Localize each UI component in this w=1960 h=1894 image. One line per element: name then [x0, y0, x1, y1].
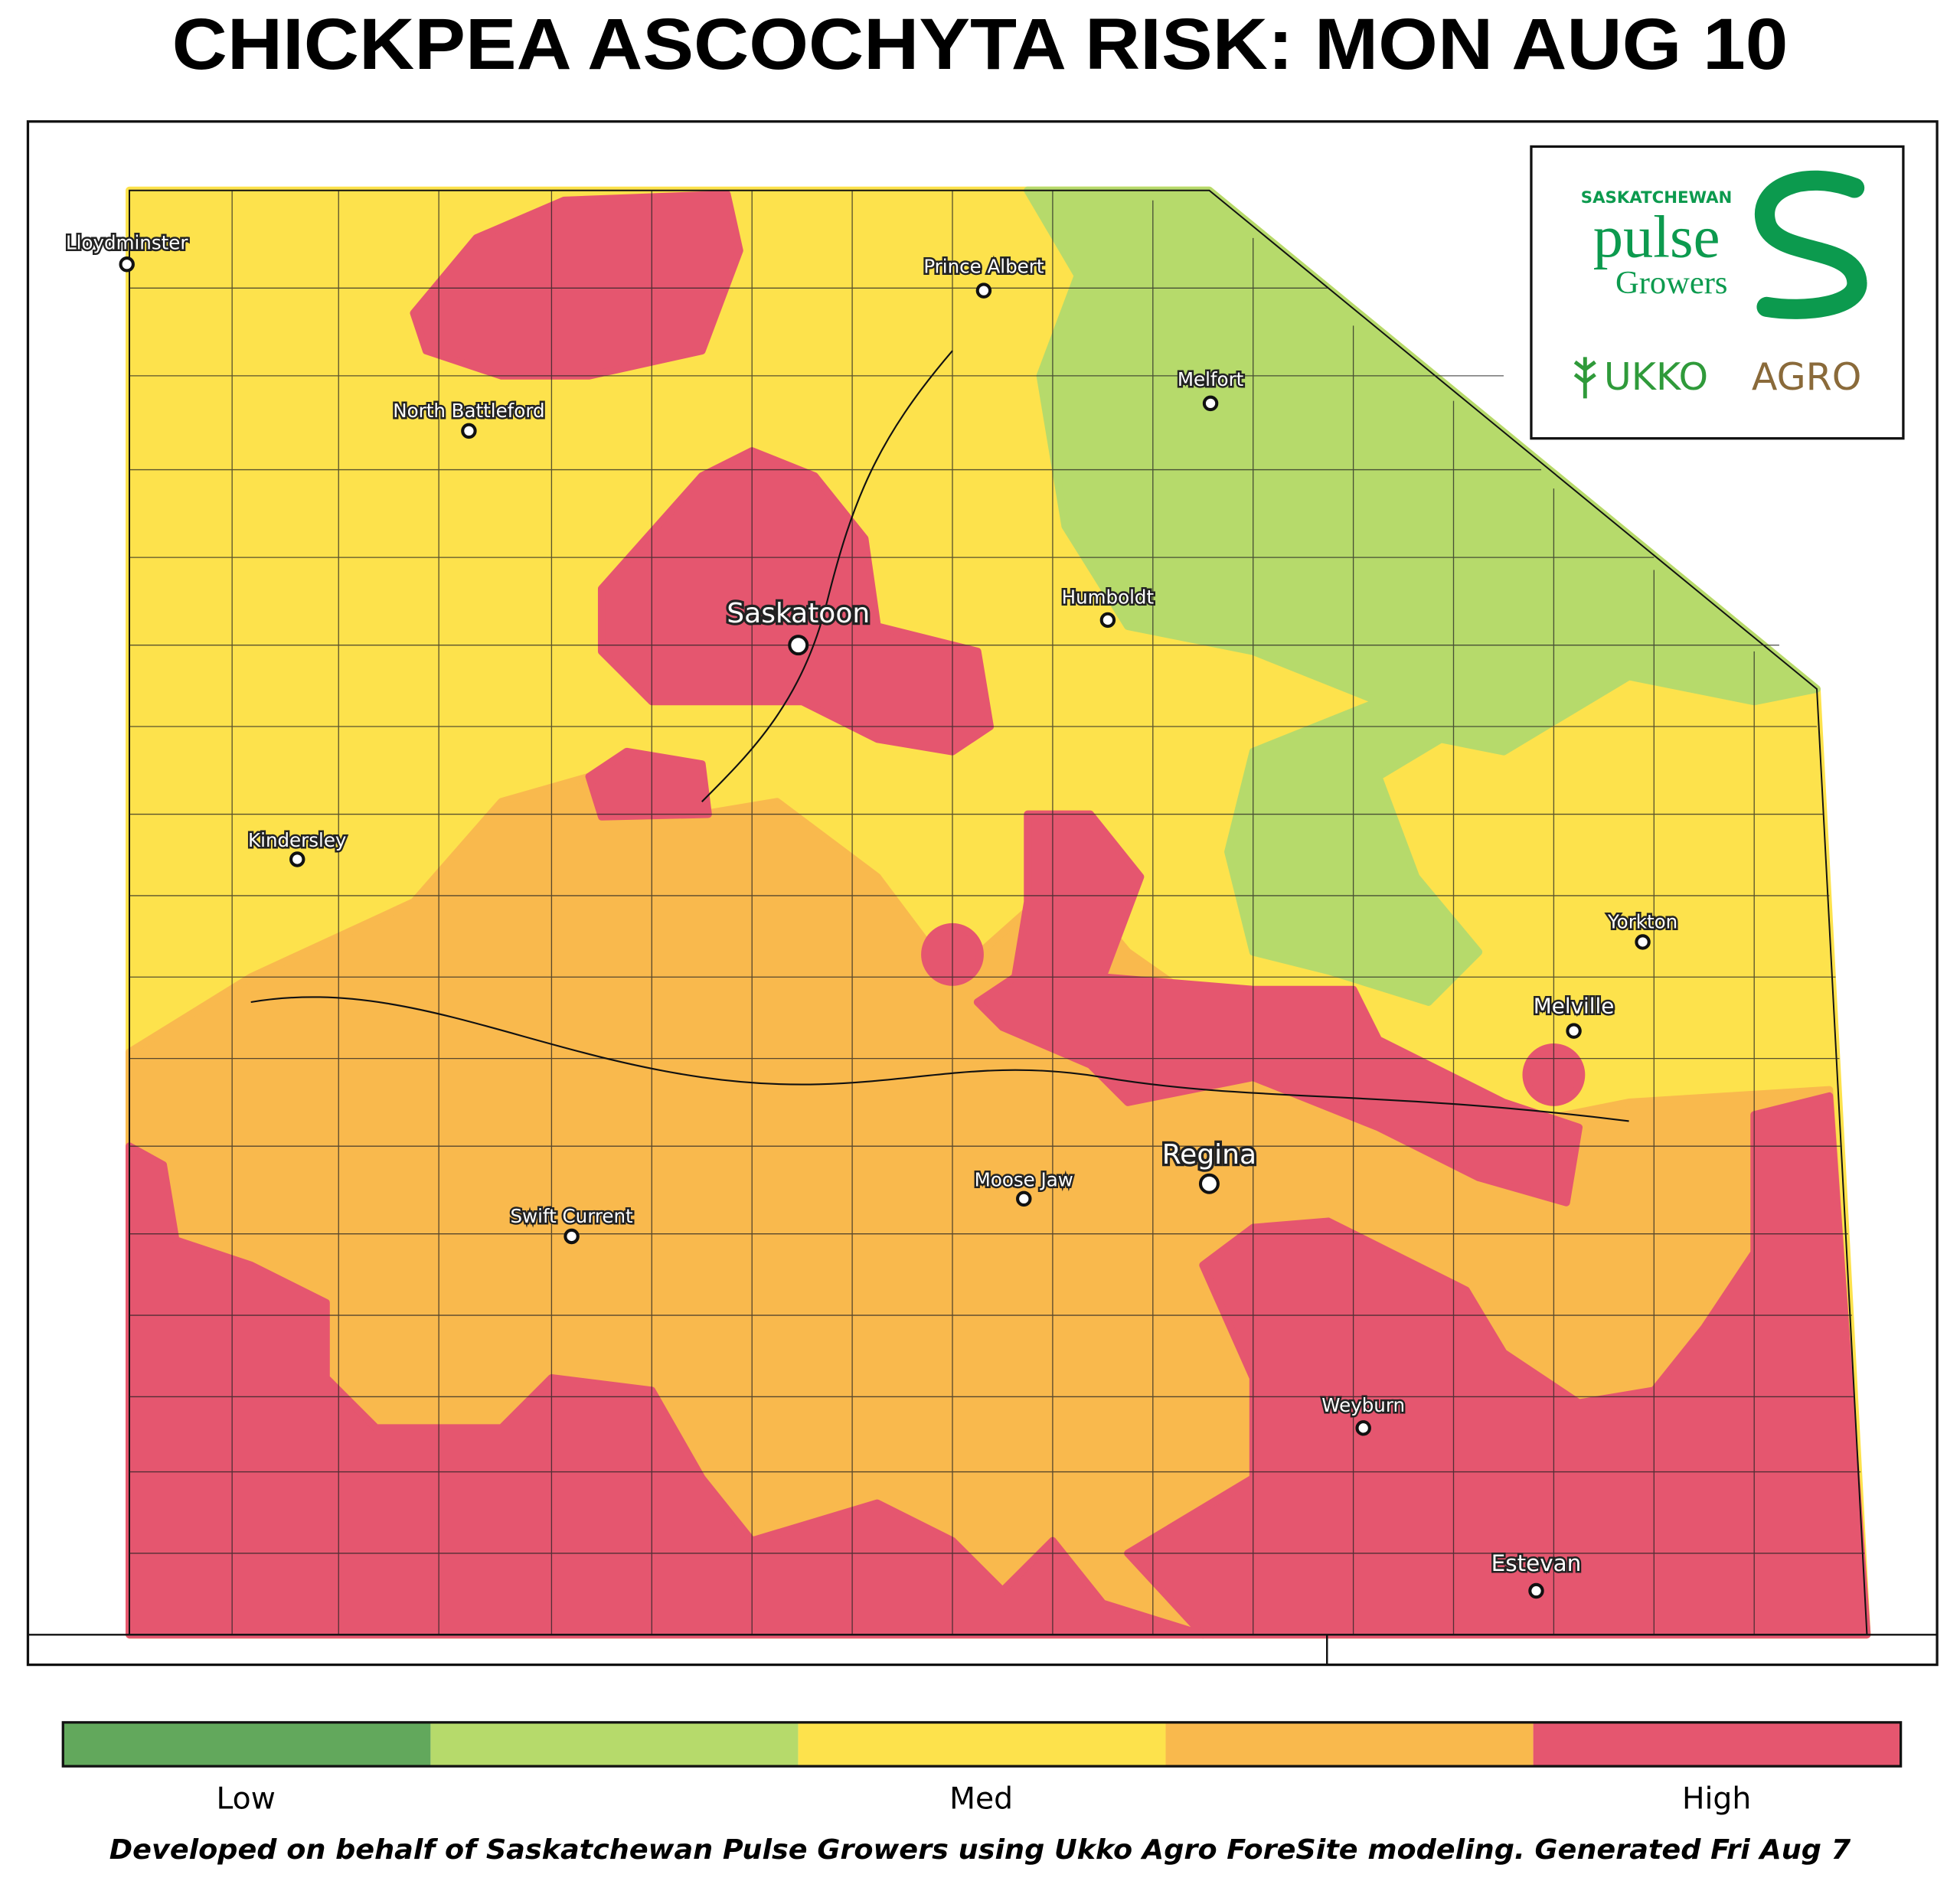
legend-label: Med [949, 1782, 1013, 1817]
city-dot [1099, 612, 1116, 629]
township-grid [129, 190, 1865, 1635]
logo-mark [1755, 170, 1867, 319]
legend-swatch [63, 1722, 431, 1767]
city-label: Lloydminster [66, 232, 188, 254]
logo-top: SASKATCHEWAN [1581, 188, 1733, 207]
risk-area [126, 1142, 1207, 1639]
legend-label: Low [217, 1782, 276, 1817]
title: CHICKPEA ASCOCHYTA RISK: MON AUG 10 [172, 4, 1788, 85]
city-label: Saskatoon [727, 598, 870, 629]
logo-brand-b: AGRO [1752, 354, 1861, 399]
city-dot [1198, 1173, 1220, 1194]
city-label: Moose Jaw [975, 1169, 1073, 1191]
province-border [129, 189, 1868, 1636]
city-label: Prince Albert [923, 256, 1044, 278]
city-dot [1635, 934, 1651, 950]
legend: Low Med High [61, 1721, 1903, 1817]
legend-swatch [1165, 1722, 1534, 1767]
city-label: North Battleford [393, 400, 544, 422]
legend-label: High [1682, 1782, 1751, 1817]
risk-area [585, 747, 712, 821]
legend-swatch [798, 1722, 1166, 1767]
city-label: Melfort [1178, 368, 1244, 390]
city-dot [1528, 1582, 1544, 1599]
logo-main: pulse [1593, 203, 1720, 269]
province [126, 186, 1871, 1639]
city-label: Kindersley [248, 829, 346, 851]
legend-outline [61, 1721, 1903, 1768]
city-dot [119, 256, 135, 273]
cities: Lloydminster Prince Albert Melfort North… [64, 230, 1680, 1599]
city-dot [1355, 1420, 1371, 1436]
city-dot [975, 282, 992, 299]
river [250, 350, 1629, 1122]
city-label: Estevan [1491, 1550, 1582, 1576]
city-label: Humboldt [1062, 586, 1155, 609]
city-dot [1016, 1190, 1032, 1207]
city-label: Melville [1534, 994, 1615, 1019]
city-dot [564, 1228, 580, 1245]
city-dot [788, 635, 809, 656]
city-dot [1202, 395, 1219, 412]
city-label: Regina [1162, 1139, 1256, 1171]
city-label: Weyburn [1321, 1394, 1405, 1416]
logo-brand-a: UKKO [1604, 354, 1708, 399]
legend-swatch [430, 1722, 799, 1767]
risk-area [1024, 186, 1821, 1006]
city-label: Yorkton [1607, 910, 1677, 932]
legend-swatch [1533, 1722, 1901, 1767]
city-dot [289, 851, 305, 867]
risk-area [410, 190, 743, 380]
logo: SASKATCHEWAN pulse Growers UKKO AGRO [1530, 145, 1905, 440]
city-label: Swift Current [510, 1205, 633, 1227]
risk-area [1124, 1092, 1871, 1639]
footer: Developed on behalf of Saskatchewan Puls… [109, 1834, 1851, 1866]
risk-area [973, 810, 1583, 1207]
city-dot [1566, 1023, 1582, 1039]
logo-sub: Growers [1615, 265, 1727, 301]
city-dot [461, 423, 477, 439]
logo-icon [1573, 357, 1596, 399]
